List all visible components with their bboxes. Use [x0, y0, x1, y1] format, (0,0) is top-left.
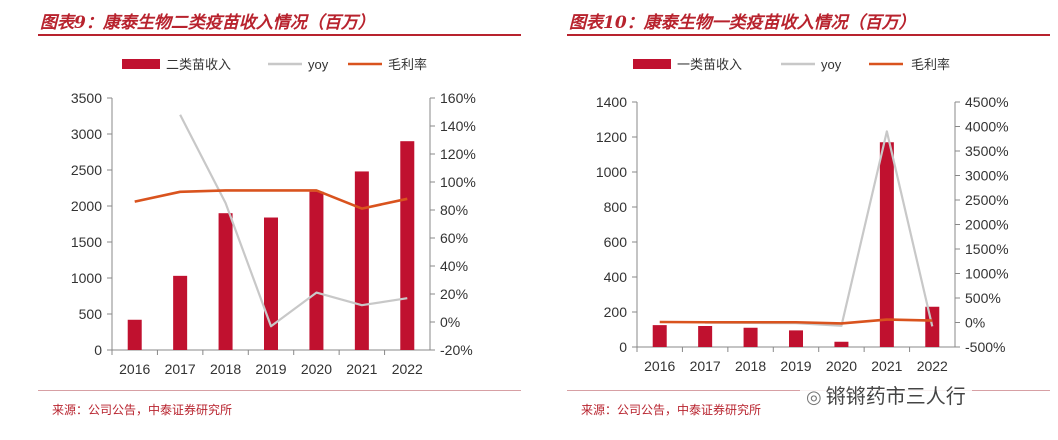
x-axis-tick-label: 2022 — [917, 358, 948, 374]
yoy-series-line — [179, 114, 408, 328]
left-axis-tick-label: 2500 — [71, 162, 102, 178]
left-axis-tick-label: 600 — [604, 234, 628, 250]
bar — [925, 306, 940, 347]
right-axis-tick-label: 60% — [440, 230, 468, 246]
legend-label: 毛利率 — [911, 57, 950, 72]
chart-source: 来源：公司公告，中泰证券研究所 — [52, 403, 233, 417]
right-axis-tick-label: 100% — [440, 174, 476, 190]
title-divider — [567, 34, 1050, 36]
legend-bar-swatch — [122, 59, 160, 69]
wechat-icon: ◎ — [806, 387, 822, 408]
chart-panel-revenue-class1: 图表10：康泰生物一类疫苗收入情况（百万） 0 200 400 600 800 1000 1… — [529, 0, 1058, 440]
x-axis-tick-label: 2021 — [871, 358, 902, 374]
left-axis-tick-label: 1200 — [596, 129, 627, 145]
right-axis-tick-label: 120% — [440, 146, 476, 162]
right-axis-tick-label: 0% — [440, 314, 460, 330]
bar — [354, 171, 369, 350]
bar — [218, 213, 233, 350]
x-axis-tick-label: 2016 — [644, 358, 675, 374]
right-axis-tick-label: 1000% — [965, 266, 1009, 282]
right-axis-tick-label: 4000% — [965, 119, 1009, 135]
right-axis-tick-label: 2500% — [965, 192, 1009, 208]
watermark: ◎ 锵锵药市三人行 — [800, 380, 972, 409]
left-axis-tick-label: 800 — [604, 199, 628, 215]
x-axis-tick-label: 2018 — [210, 361, 241, 377]
right-axis-tick-label: 140% — [440, 118, 476, 134]
left-axis-tick-label: 200 — [604, 304, 628, 320]
chart-source: 来源：公司公告，中泰证券研究所 — [581, 403, 762, 417]
chart-panel-revenue-class2: 图表9：康泰生物二类疫苗收入情况（百万） 0 500 1000 1500 2000 250… — [38, 13, 521, 417]
legend-label: 一类苗收入 — [677, 57, 742, 72]
legend-bar-swatch — [633, 59, 671, 69]
x-axis-tick-label: 2018 — [735, 358, 766, 374]
bar — [698, 326, 713, 347]
x-axis-tick-label: 2020 — [826, 358, 857, 374]
left-axis-tick-label: 1500 — [71, 234, 102, 250]
right-axis-tick-label: 1500% — [965, 241, 1009, 257]
legend-label: yoy — [821, 57, 842, 72]
left-axis-tick-label: 1400 — [596, 94, 627, 110]
left-axis-tick-label: 400 — [604, 269, 628, 285]
right-axis-tick-label: 160% — [440, 90, 476, 106]
legend-label: yoy — [308, 57, 329, 72]
gross-margin-series-line — [659, 318, 933, 325]
bar — [173, 275, 188, 350]
left-axis-tick-label: 0 — [94, 342, 102, 358]
right-axis-tick-label: 3500% — [965, 143, 1009, 159]
left-axis-tick-label: 2000 — [71, 198, 102, 214]
left-axis-tick-label: 1000 — [596, 164, 627, 180]
x-axis-tick-label: 2017 — [690, 358, 721, 374]
right-axis-tick-label: 20% — [440, 286, 468, 302]
bar — [743, 327, 758, 347]
left-axis-tick-label: 3500 — [71, 90, 102, 106]
right-axis-tick-label: 40% — [440, 258, 468, 274]
x-axis-tick-label: 2020 — [301, 361, 332, 377]
right-axis-tick-label: 500% — [965, 290, 1001, 306]
chart-title: 图表10：康泰生物一类疫苗收入情况（百万） — [569, 13, 916, 33]
gross-margin-series-line — [134, 189, 408, 210]
bar — [264, 217, 278, 350]
x-axis-tick-label: 2016 — [119, 361, 150, 377]
right-axis-tick-label: -500% — [965, 339, 1005, 355]
bar — [789, 330, 803, 347]
title-divider — [38, 34, 521, 36]
right-axis-tick-label: -20% — [440, 342, 473, 358]
bar — [400, 141, 415, 350]
chart-title: 图表9：康泰生物二类疫苗收入情况（百万） — [40, 13, 375, 33]
yoy-series-line — [705, 130, 934, 327]
left-axis-tick-label: 3000 — [71, 126, 102, 142]
bar — [652, 325, 667, 347]
bar — [879, 142, 894, 347]
left-axis-tick-label: 1000 — [71, 270, 102, 286]
bar — [127, 319, 142, 350]
x-axis-tick-label: 2019 — [255, 361, 286, 377]
watermark-text: 锵锵药市三人行 — [825, 384, 966, 408]
right-axis-tick-label: 80% — [440, 202, 468, 218]
right-axis-tick-label: 0% — [965, 315, 985, 331]
chart-svg-class1: 0 200 400 600 800 1000 1200 1400 -500% 0% 500% 1000… — [596, 57, 1009, 374]
right-axis-tick-label: 2000% — [965, 217, 1009, 233]
x-axis-tick-label: 2017 — [165, 361, 196, 377]
left-axis-tick-label: 0 — [619, 339, 627, 355]
right-axis-tick-label: 3000% — [965, 168, 1009, 184]
legend-label: 二类苗收入 — [166, 57, 231, 72]
x-axis-tick-label: 2021 — [346, 361, 377, 377]
source-divider — [38, 390, 521, 391]
bar — [309, 191, 324, 350]
left-axis-tick-label: 500 — [79, 306, 103, 322]
legend-label: 毛利率 — [388, 57, 427, 72]
right-axis-tick-label: 4500% — [965, 94, 1009, 110]
x-axis-tick-label: 2019 — [780, 358, 811, 374]
bar — [834, 341, 849, 347]
x-axis-tick-label: 2022 — [392, 361, 423, 377]
chart-svg-class2: 0 500 1000 1500 2000 2500 3000 3500 -20% 0% 20% 40%… — [71, 57, 476, 377]
